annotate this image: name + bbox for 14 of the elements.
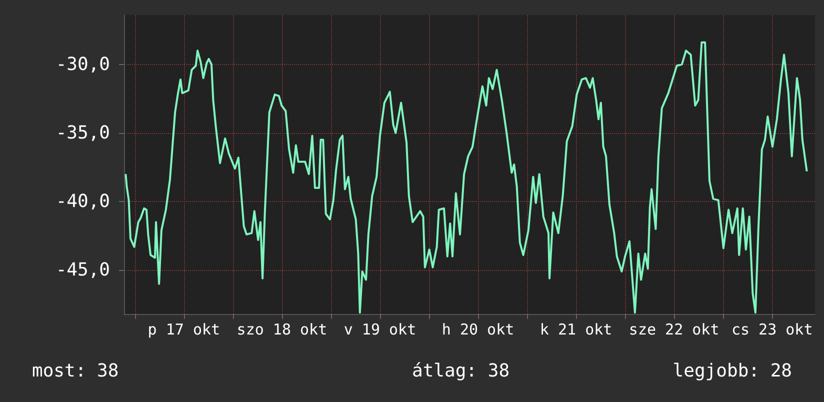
y-tick-label: -40,0 bbox=[56, 191, 110, 212]
x-tick-label: h 20 okt bbox=[442, 320, 514, 338]
x-tick-label: szo 18 okt bbox=[236, 320, 328, 338]
text: legjobb: 28 bbox=[672, 360, 792, 382]
text: átlag: 38 bbox=[412, 360, 510, 382]
x-tick-label: p 17 okt bbox=[148, 320, 220, 338]
x-tick-label: cs 23 okt bbox=[731, 320, 813, 338]
x-tick-label: v 19 okt bbox=[344, 320, 416, 338]
x-tick-label: k 21 okt bbox=[540, 320, 612, 338]
y-tick-label: -30,0 bbox=[56, 54, 110, 75]
x-tick-label: sze 22 okt bbox=[628, 320, 720, 338]
y-tick-label: -45,0 bbox=[56, 260, 110, 281]
text: most: 38 bbox=[32, 360, 119, 382]
y-tick-label: -35,0 bbox=[56, 122, 110, 144]
